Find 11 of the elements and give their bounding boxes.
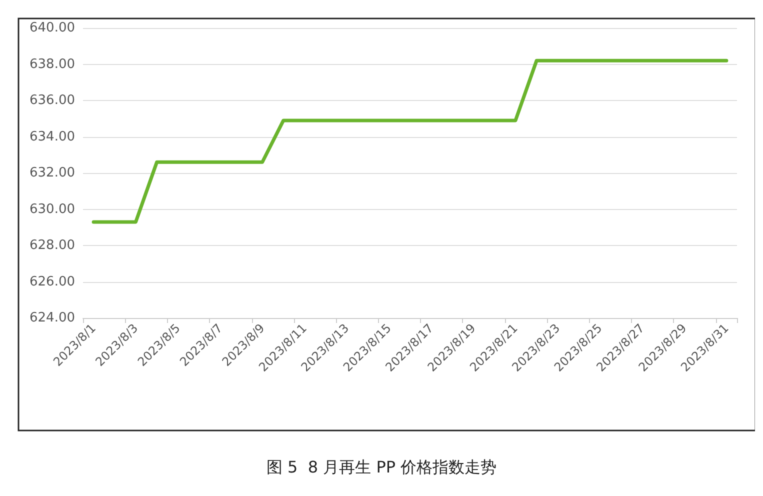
y-tick-label: 638.00: [30, 56, 75, 72]
y-tick-label: 628.00: [30, 238, 75, 253]
y-tick-label: 640.00: [30, 20, 75, 36]
y-tick-label: 634.00: [30, 129, 75, 144]
y-tick-label: 632.00: [30, 166, 75, 180]
caption: 图 5 8 月再生 PP 价格指数走势: [266, 458, 497, 476]
y-tick-label: 630.00: [30, 202, 75, 217]
line-series: [92, 58, 728, 224]
y-tick-label: 626.00: [30, 274, 75, 290]
y-tick-label: 624.00: [30, 310, 75, 326]
y-tick-label: 636.00: [30, 93, 75, 108]
